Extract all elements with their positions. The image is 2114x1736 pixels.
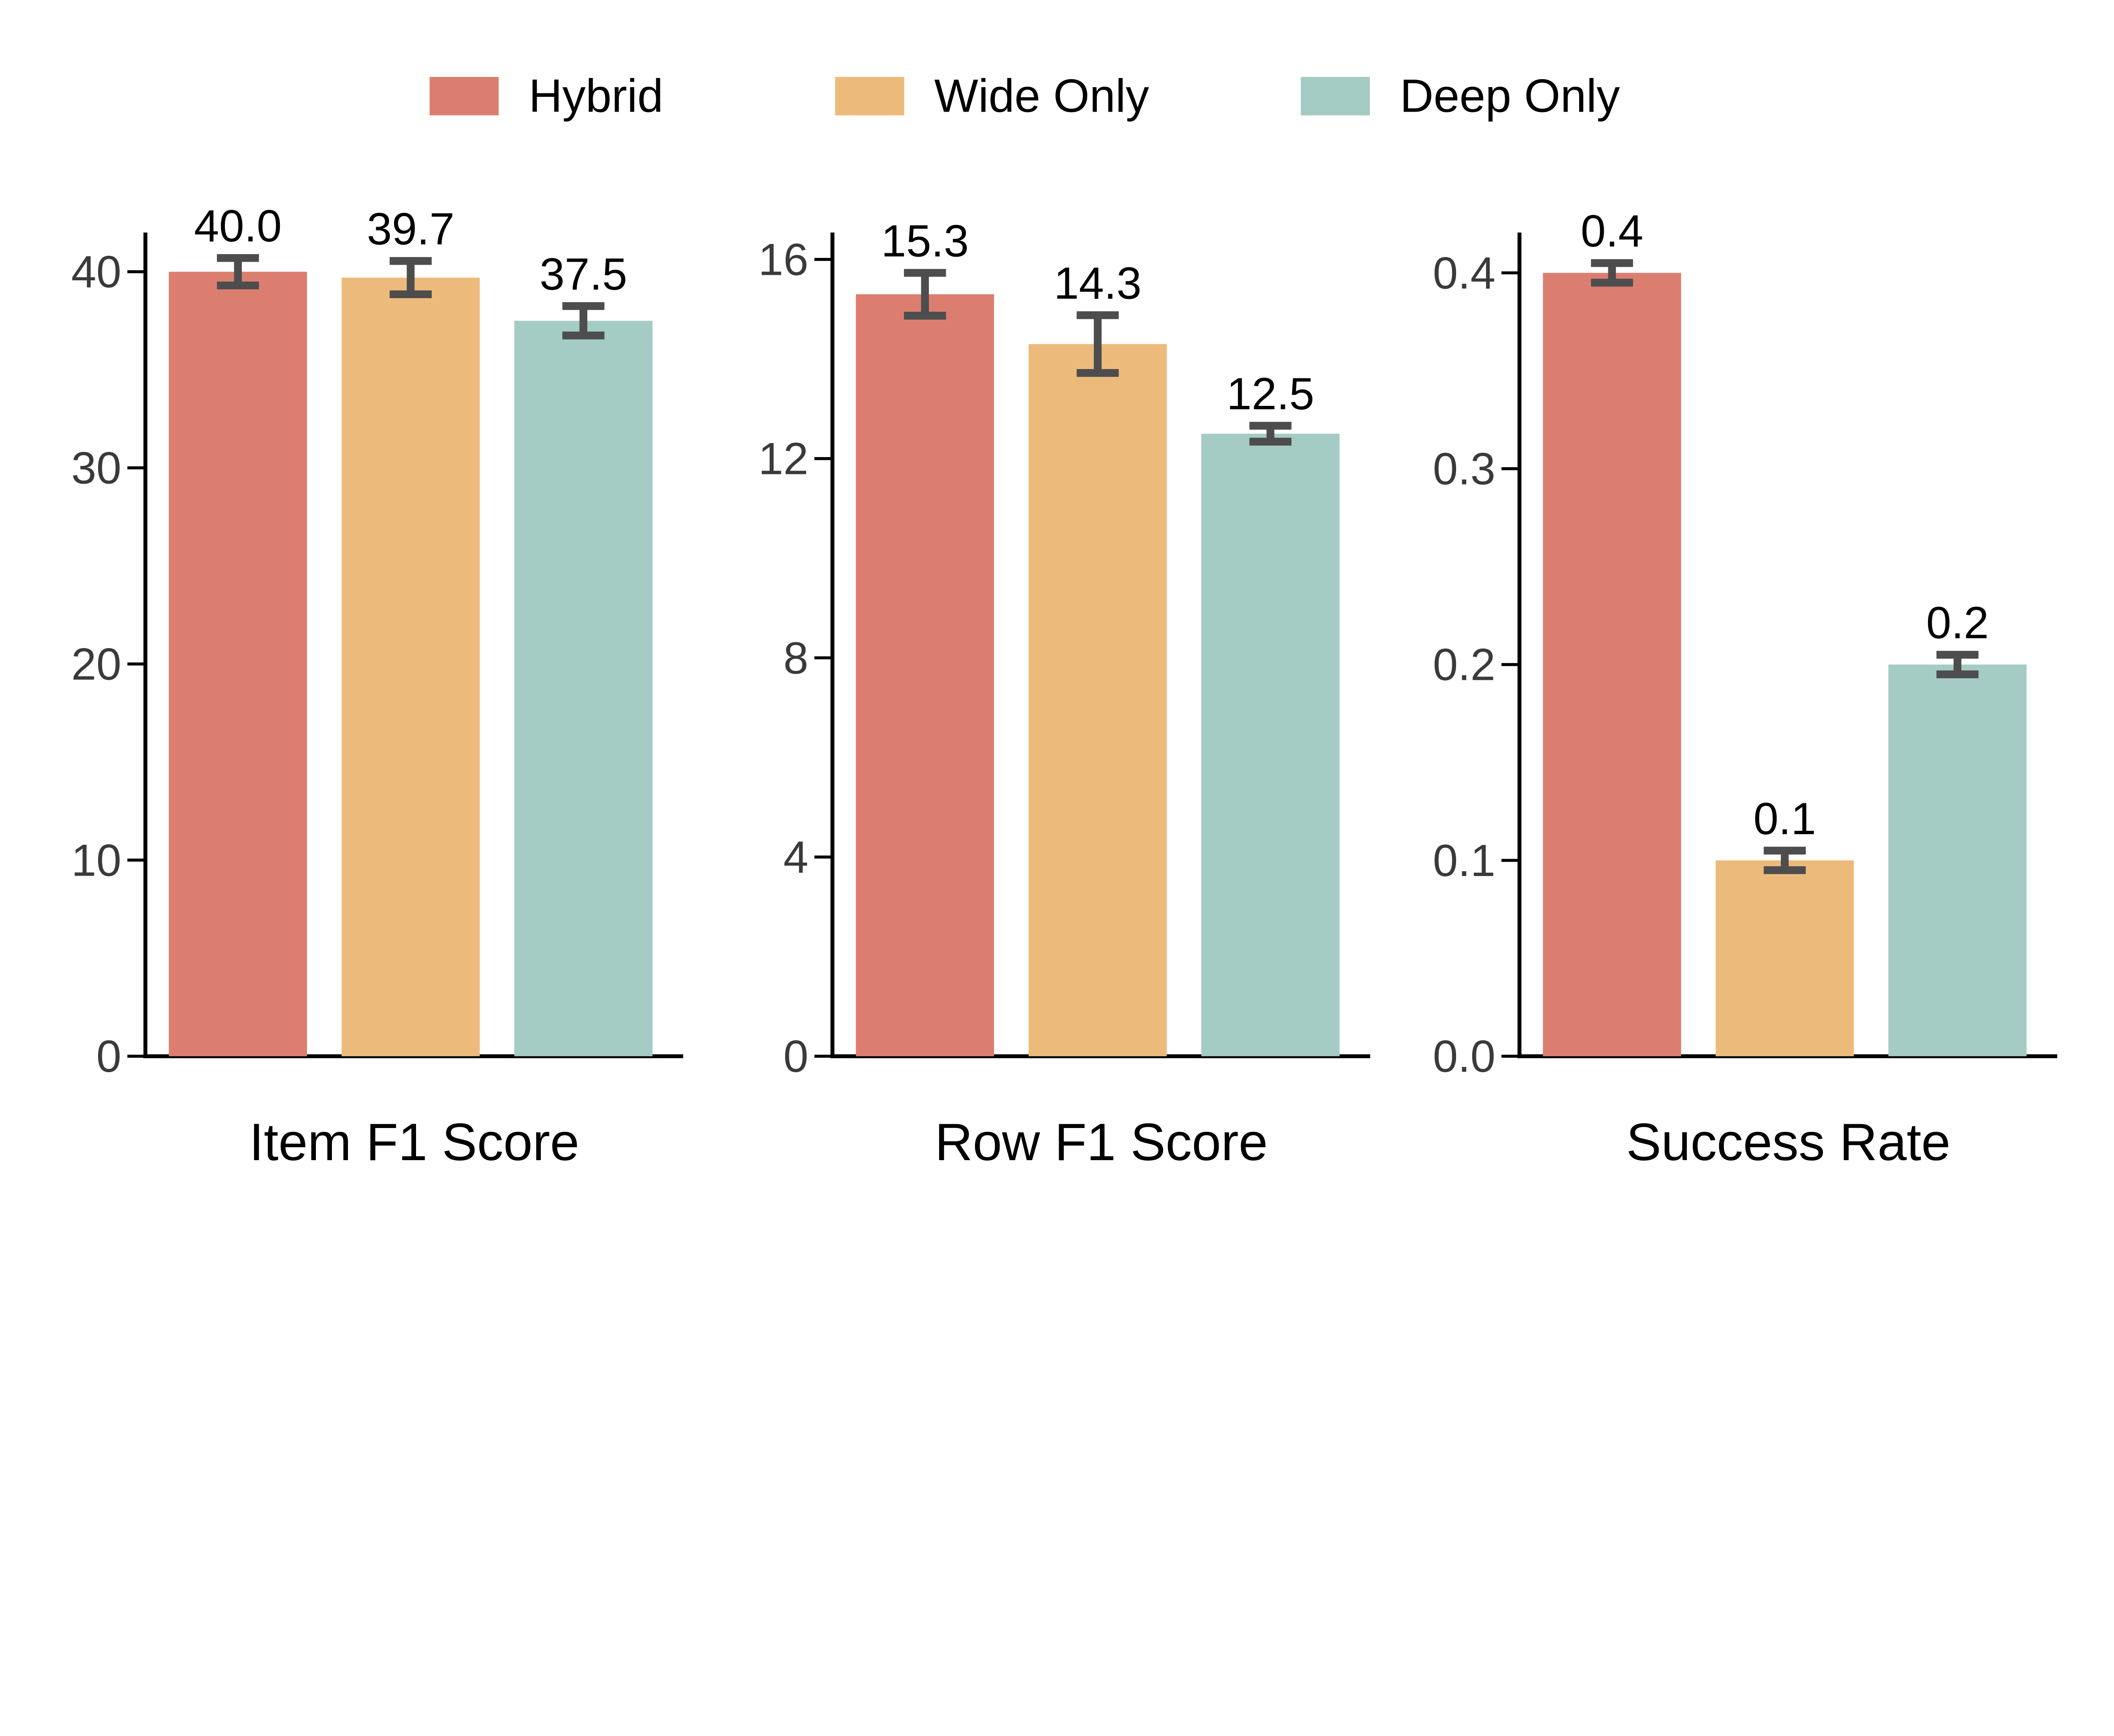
bar-hybrid [856,294,994,1057]
value-label: 0.1 [1753,794,1816,844]
x-axis-title: Success Rate [1626,1113,1950,1172]
y-tick-label: 40 [71,247,122,297]
bar-wide-only [1028,344,1167,1057]
y-tick-label: 0 [783,1031,808,1082]
value-label: 37.5 [539,249,627,299]
bar-deep-only [1888,664,2027,1057]
y-tick-label: 16 [759,235,809,285]
legend-swatch-wide-only [835,77,904,115]
y-tick-label: 8 [783,633,808,683]
y-tick-label: 4 [783,832,808,882]
y-tick-label: 20 [71,639,122,689]
y-tick-label: 0.3 [1433,444,1495,494]
y-tick-label: 0.1 [1433,835,1495,886]
legend-label: Hybrid [529,70,663,122]
y-tick-label: 30 [71,443,122,493]
y-tick-label: 0.4 [1433,248,1495,298]
legend-swatch-hybrid [430,77,499,115]
legend-label: Deep Only [1400,70,1620,122]
bar-deep-only [1201,433,1340,1057]
bar-hybrid [1543,273,1681,1057]
bar-hybrid [169,271,307,1057]
bar-deep-only [514,320,653,1057]
y-tick-label: 10 [71,835,122,885]
y-tick-label: 0.0 [1433,1031,1495,1082]
y-tick-label: 12 [759,434,809,484]
value-label: 15.3 [881,216,969,266]
bar-chart-figure: Hybrid Wide Only Deep Only 0 10 20 30 40 40.0 39.… [71,70,2057,1172]
value-label: 0.4 [1581,206,1643,256]
y-tick-label: 0 [96,1031,121,1082]
x-axis-title: Row F1 Score [935,1113,1268,1172]
value-label: 12.5 [1227,369,1314,419]
legend-swatch-deep-only [1301,77,1370,115]
value-label: 40.0 [194,201,282,251]
value-label: 0.2 [1926,598,1989,648]
bar-wide-only [1715,860,1854,1057]
y-tick-label: 0.2 [1433,640,1495,690]
x-axis-title: Item F1 Score [249,1113,579,1172]
legend-label: Wide Only [934,70,1149,122]
value-label: 39.7 [367,204,455,254]
value-label: 14.3 [1054,258,1142,308]
bar-wide-only [341,277,480,1057]
